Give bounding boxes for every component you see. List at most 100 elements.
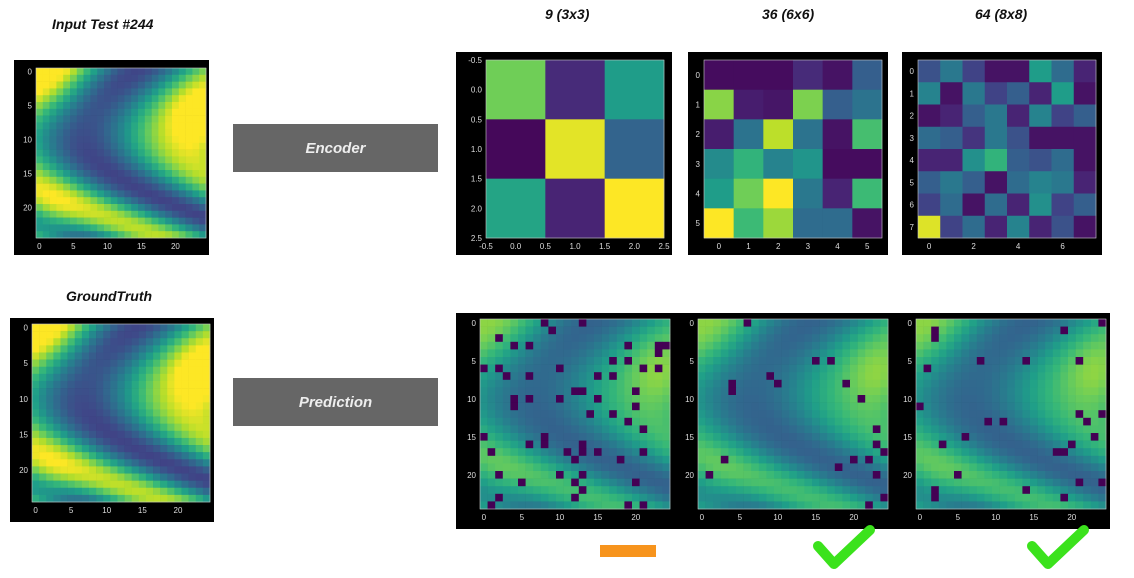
heatmap-cell <box>842 357 851 365</box>
heatmap-cell <box>556 357 564 365</box>
heatmap-cell <box>789 486 798 495</box>
heatmap-cell <box>946 334 955 343</box>
heatmap-cell <box>36 115 44 123</box>
heatmap-cell <box>495 463 504 472</box>
heatmap-cell <box>698 372 706 381</box>
heatmap-cell <box>167 345 175 353</box>
heatmap-cell <box>594 341 602 350</box>
heatmap-cell <box>88 338 97 346</box>
heatmap-cell <box>976 433 985 441</box>
heatmap-cell <box>578 364 587 373</box>
heatmap-cell <box>495 425 504 434</box>
heatmap-cell <box>81 459 90 467</box>
heatmap-cell <box>540 425 549 434</box>
heatmap-cell <box>938 410 947 419</box>
heatmap-cell <box>616 402 625 411</box>
heatmap-cell <box>969 433 978 441</box>
heatmap-cell <box>743 357 752 365</box>
heatmap-cell <box>53 459 61 467</box>
heatmap-cell <box>70 224 78 232</box>
heatmap-cell <box>145 480 154 489</box>
heatmap-cell <box>88 494 97 503</box>
heatmap-cell <box>131 88 139 96</box>
heatmap-cell <box>850 387 858 396</box>
heatmap-cell <box>938 440 947 449</box>
x-tick-label: 0 <box>717 242 722 251</box>
heatmap-cell <box>533 334 542 343</box>
heatmap-cell <box>199 149 207 157</box>
heatmap-cell <box>39 402 47 410</box>
heatmap-cell <box>56 204 64 212</box>
heatmap-cell <box>83 74 91 82</box>
heatmap-cell <box>32 409 40 417</box>
heatmap-cell <box>1014 493 1023 502</box>
heatmap-cell <box>842 319 851 327</box>
heatmap-cell <box>880 425 889 434</box>
x-tick-label: 20 <box>1067 513 1076 522</box>
heatmap-cell <box>1060 448 1069 457</box>
heatmap-cell <box>83 129 91 137</box>
heatmap-cell <box>60 338 68 346</box>
heatmap-cell <box>90 197 98 205</box>
heatmap-cell <box>96 445 104 453</box>
heatmap-cell <box>96 395 104 403</box>
heatmap-cell <box>88 366 97 375</box>
heatmap-cell <box>188 423 197 432</box>
heatmap-cell <box>192 197 200 205</box>
heatmap-cell <box>1098 341 1107 350</box>
heatmap-cell <box>480 448 488 457</box>
heatmap-cell <box>90 170 98 178</box>
heatmap-cell <box>96 480 104 489</box>
heatmap-cell <box>774 440 782 449</box>
heatmap-cell <box>556 379 564 388</box>
heatmap-cell <box>495 440 504 449</box>
heatmap-cell <box>923 493 932 502</box>
heatmap-cell <box>850 433 858 441</box>
heatmap-cell <box>705 471 714 479</box>
heatmap-cell <box>758 379 767 388</box>
heatmap-cell <box>138 149 146 157</box>
heatmap-cell <box>131 176 139 184</box>
heatmap-cell <box>728 417 737 426</box>
heatmap-cell <box>578 463 587 472</box>
heatmap-cell <box>632 326 640 335</box>
heatmap-cell <box>1014 402 1023 411</box>
heatmap-cell <box>46 437 54 446</box>
heatmap-cell <box>916 357 924 365</box>
heatmap-cell <box>705 478 714 487</box>
x-tick-label: 5 <box>520 513 525 522</box>
heatmap-cell <box>104 102 112 110</box>
heatmap-cell <box>63 88 71 96</box>
heatmap-cell <box>70 129 78 137</box>
heatmap-cell <box>60 423 68 432</box>
x-tick-label: 20 <box>849 513 858 522</box>
heatmap-cell <box>601 440 610 449</box>
heatmap-cell <box>104 81 112 89</box>
heatmap-cell <box>117 423 125 432</box>
heatmap-cell <box>804 455 813 464</box>
prediction-3x3-plot: 0 0 5 5 10 10 15 15 20 20 <box>456 313 674 529</box>
heatmap-cell <box>70 122 78 130</box>
heatmap-cell <box>624 486 633 495</box>
heatmap-cell <box>705 410 714 419</box>
heatmap-cell <box>916 395 924 403</box>
heatmap-cell <box>938 478 947 487</box>
heatmap-cell <box>1030 478 1038 487</box>
heatmap-cell <box>36 142 44 150</box>
heatmap-cell <box>90 102 98 110</box>
heatmap-cell <box>131 395 140 403</box>
heatmap-cell <box>720 448 729 457</box>
heatmap-cell <box>151 115 159 123</box>
heatmap-cell <box>654 319 663 327</box>
heatmap-cell <box>819 402 828 411</box>
heatmap-cell <box>49 197 57 205</box>
heatmap-cell <box>992 486 1000 495</box>
heatmap-cell <box>751 471 760 479</box>
heatmap-cell <box>32 452 40 460</box>
heatmap-cell <box>728 501 737 510</box>
heatmap-cell <box>36 102 44 110</box>
heatmap-cell <box>819 486 828 495</box>
heatmap-cell <box>510 379 519 388</box>
heatmap-cell <box>42 224 50 232</box>
heatmap-cell <box>144 170 152 178</box>
